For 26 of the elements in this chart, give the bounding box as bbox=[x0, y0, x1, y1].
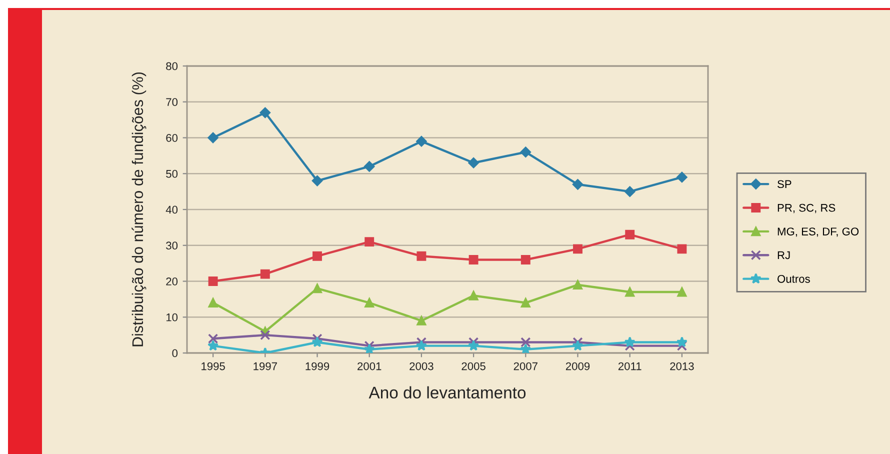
legend-label: PR, SC, RS bbox=[778, 204, 836, 214]
y-tick-label: 70 bbox=[166, 98, 178, 106]
legend-label: MG, ES, DF, GO bbox=[778, 228, 859, 237]
y-tick-label: 60 bbox=[166, 134, 178, 142]
y-tick-label: 0 bbox=[172, 349, 178, 358]
legend-label: RJ bbox=[778, 251, 790, 260]
x-tick-label: 1995 bbox=[202, 362, 225, 370]
y-tick-label: 50 bbox=[166, 170, 178, 178]
x-tick-label: 2013 bbox=[670, 362, 694, 370]
x-tick-label: 2011 bbox=[618, 362, 642, 370]
x-tick-label: 2001 bbox=[358, 362, 382, 370]
y-tick-label: 40 bbox=[166, 206, 178, 214]
x-tick-label: 1999 bbox=[306, 362, 330, 370]
y-axis-title: Distribuição do número de fundições (%) bbox=[132, 72, 146, 346]
y-tick-label: 10 bbox=[166, 313, 178, 322]
y-tick-label: 80 bbox=[166, 62, 178, 70]
y-tick-label: 20 bbox=[166, 278, 178, 286]
x-tick-label: 1997 bbox=[254, 362, 277, 370]
x-tick-label: 2005 bbox=[462, 362, 486, 370]
legend-label: Outros bbox=[778, 274, 810, 283]
legend-label: SP bbox=[778, 180, 792, 188]
y-tick-label: 30 bbox=[166, 242, 178, 250]
x-tick-label: 2007 bbox=[514, 362, 538, 370]
x-tick-label: 2009 bbox=[566, 362, 590, 370]
x-axis-title: Ano do levantamento bbox=[368, 386, 526, 399]
x-tick-label: 2003 bbox=[410, 362, 434, 370]
